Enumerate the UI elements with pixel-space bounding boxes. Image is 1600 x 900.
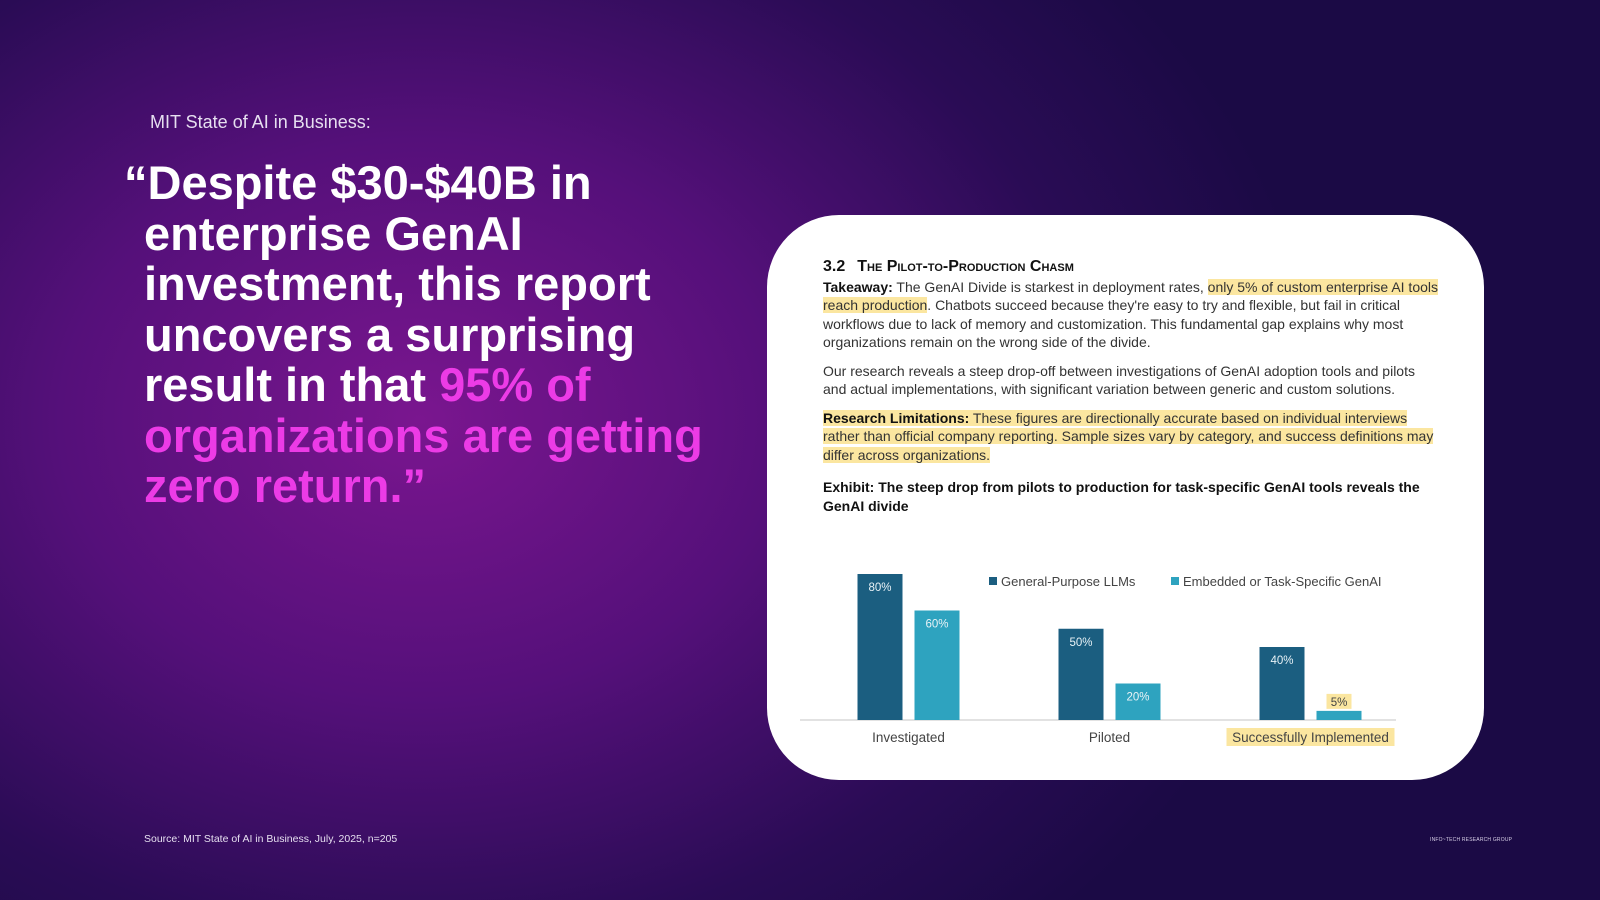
section-heading: 3.2 The Pilot-to-Production Chasm [823,258,1438,277]
data-label: 20% [1126,692,1149,704]
chart-title: Exhibit: The steep drop from pilots to p… [823,479,1420,514]
paragraph: Our research reveals a steep drop-off be… [823,362,1415,398]
chart: General-Purpose LLMs Embedded or Task-Spe… [800,574,1396,746]
bar [914,610,960,720]
data-label: 5% [1331,697,1348,709]
data-label: 80% [868,582,891,594]
section-number: 3.2 [823,258,846,275]
label-highlight [1326,693,1352,709]
paragraph: Takeaway: The GenAI Divide is starkest i… [823,278,1439,352]
x-tick-label: Piloted [1089,730,1130,745]
x-tick-label: Investigated [872,730,945,745]
bar [857,574,903,720]
bar [1058,628,1104,720]
paragraph-label: Takeaway: [823,278,893,295]
paragraph-label: Research Limitations: [823,409,970,426]
section-title: The Pilot-to-Production Chasm [857,258,1074,275]
label-highlight [1226,728,1395,746]
paragraph-text: The GenAI Divide is starkest in deployme… [896,278,1204,295]
quote: “Despite $30-$40B in enterprise GenAI in… [124,157,724,512]
data-label: 60% [925,619,948,631]
quote-text: “Despite $30-$40B in enterprise GenAI in… [124,156,651,411]
paragraph-text: . Chatbots succeed because they're easy … [823,297,1404,350]
source: Source: MIT State of AI in Business, Jul… [144,833,398,845]
brand-logo: INFO~TECH RESEARCH GROUP [1430,837,1513,843]
data-label: 50% [1069,637,1092,649]
report-excerpt: 3.2 The Pilot-to-Production Chasm Takeawa… [823,258,1439,515]
legend-swatch [1171,577,1179,585]
legend-label: General-Purpose LLMs [1001,574,1136,589]
bar [1259,647,1305,720]
data-label: 40% [1270,655,1293,667]
bar [1115,683,1161,720]
legend-swatch [989,577,997,585]
bar [1316,710,1362,720]
paragraph: Research Limitations: These figures are … [823,409,1438,465]
x-tick-label: Successfully Implemented [1232,730,1389,745]
legend-label: Embedded or Task-Specific GenAI [1183,574,1381,589]
paragraph-highlight: These figures are directionally accurate… [823,409,1434,463]
quote-highlight: 95% of organizations are getting zero re… [144,358,703,512]
header-label: MIT State of AI in Business: [150,112,371,132]
